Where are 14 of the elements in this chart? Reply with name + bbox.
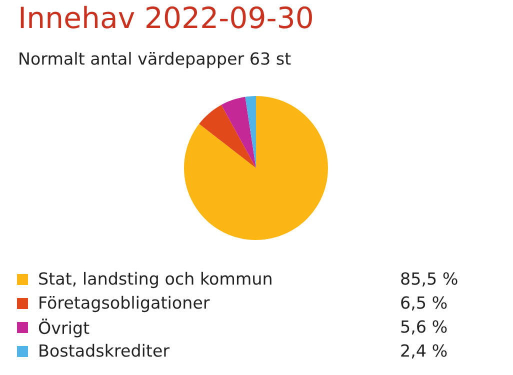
- pie-slice: [245, 96, 256, 168]
- chart-subtitle: Normalt antal värdepapper 63 st: [20, 52, 291, 68]
- legend-label: Övrigt: [38, 318, 90, 338]
- pie-slice: [199, 104, 256, 168]
- legend-label: Stat, landsting och kommun: [39, 272, 272, 288]
- legend-label: Företagsobligationer: [40, 296, 210, 312]
- data-label: 85,5 %: [401, 272, 458, 287]
- chart-title: Innehav 2022-09-30: [20, 6, 312, 28]
- legend-label: Bostadskrediter: [40, 344, 170, 357]
- data-label: 5,6 %: [401, 320, 447, 335]
- data-label: 6,5 %: [401, 296, 447, 311]
- pie-slice: [184, 96, 328, 240]
- data-label: 2,4 %: [401, 344, 447, 359]
- pie-slice: [221, 96, 256, 168]
